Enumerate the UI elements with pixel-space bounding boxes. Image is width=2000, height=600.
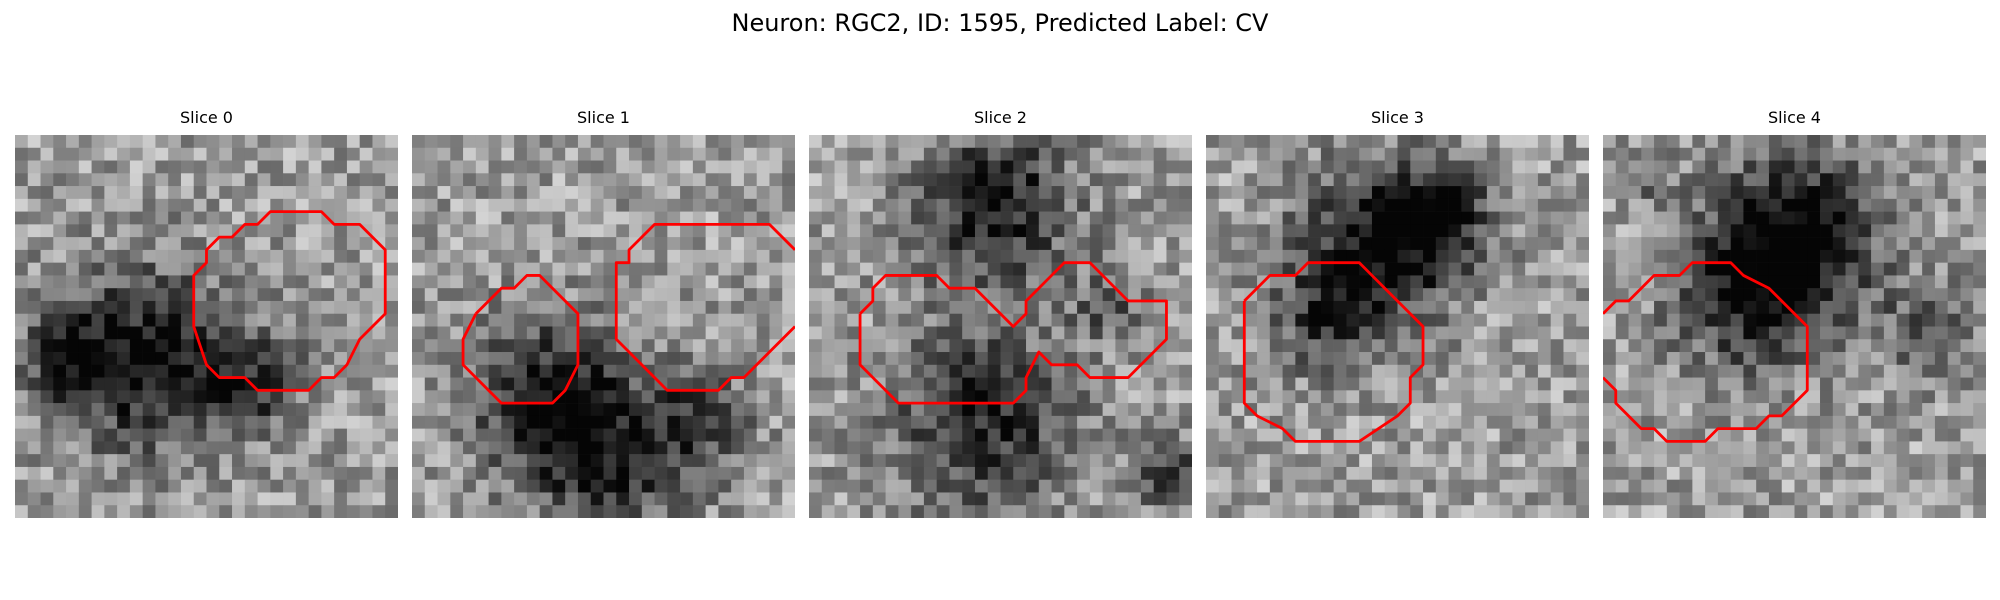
slice-image-4 <box>1603 135 1986 518</box>
contour-3-0 <box>1242 261 1425 443</box>
slice-title-2: Slice 2 <box>974 108 1027 127</box>
contour-4-0 <box>1603 261 1809 443</box>
slice-title-0: Slice 0 <box>180 108 233 127</box>
slice-panel-4: Slice 4 <box>1603 108 1986 518</box>
slice-image-2 <box>809 135 1192 518</box>
slice-panel-2: Slice 2 <box>809 108 1192 518</box>
contour-1-0 <box>461 274 580 405</box>
slice-panel-3: Slice 3 <box>1206 108 1589 518</box>
slice-image-0 <box>15 135 398 518</box>
slice-panel-0: Slice 0 <box>15 108 398 518</box>
slice-title-1: Slice 1 <box>577 108 630 127</box>
slice-panel-1: Slice 1 <box>412 108 795 518</box>
figure-title: Neuron: RGC2, ID: 1595, Predicted Label:… <box>731 9 1269 37</box>
contour-2-0 <box>858 261 1168 405</box>
contour-1-1 <box>614 222 795 392</box>
slice-title-4: Slice 4 <box>1768 108 1821 127</box>
slice-image-3 <box>1206 135 1589 518</box>
slice-title-3: Slice 3 <box>1371 108 1424 127</box>
slice-image-1 <box>412 135 795 518</box>
contour-0-0 <box>192 210 387 392</box>
